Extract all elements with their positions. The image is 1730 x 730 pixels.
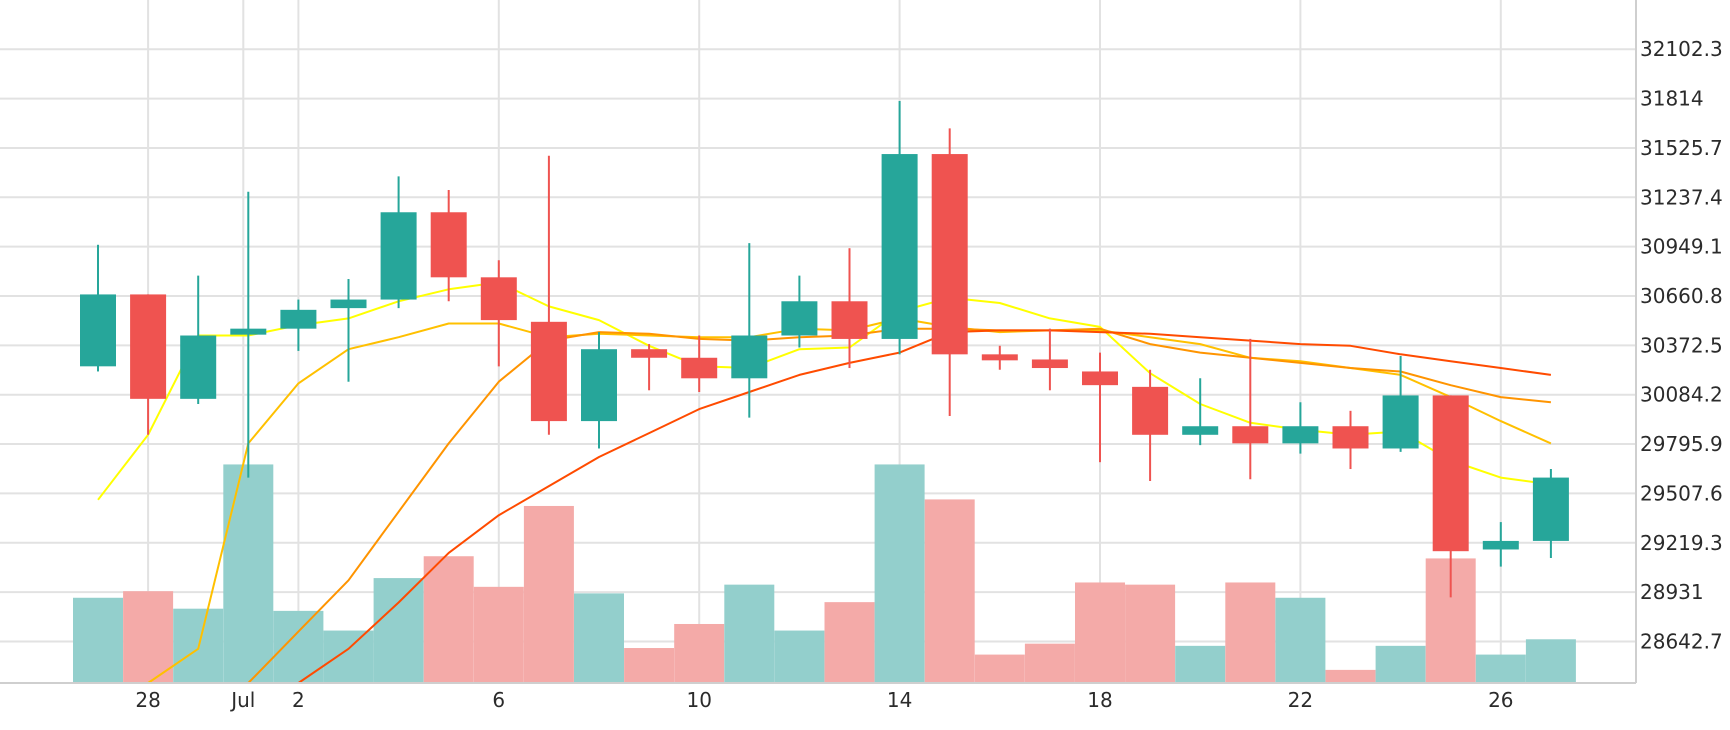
volume-bar xyxy=(574,593,624,683)
y-tick-label: 30372.5 xyxy=(1640,333,1723,357)
y-tick-label: 29795.9 xyxy=(1640,432,1723,456)
volume-bar xyxy=(73,597,123,683)
candle-body xyxy=(230,328,267,335)
volume-bar xyxy=(824,602,875,683)
candle-body xyxy=(130,294,167,399)
candle-body xyxy=(681,357,718,379)
volume-bar xyxy=(473,586,524,683)
candle-body xyxy=(931,154,968,355)
candle-body xyxy=(480,277,517,321)
y-tick-label: 30949.1 xyxy=(1640,235,1723,259)
y-tick-label: 30084.2 xyxy=(1640,383,1723,407)
candle-body xyxy=(831,301,868,339)
candle-body xyxy=(881,154,918,339)
volume-bar xyxy=(1525,639,1576,683)
candle-body xyxy=(1182,426,1219,435)
candle-body xyxy=(1532,477,1569,541)
candle-body xyxy=(1082,371,1118,386)
y-tick-label: 30660.8 xyxy=(1640,284,1723,308)
candle-body xyxy=(1031,359,1068,369)
candle-body xyxy=(430,212,467,278)
candle-body xyxy=(1432,395,1469,552)
volume-bar xyxy=(1275,597,1326,683)
volume-bar xyxy=(1075,582,1125,683)
volume-bar xyxy=(924,499,975,683)
x-tick-label: 10 xyxy=(686,688,711,712)
candle-body xyxy=(731,335,768,379)
volume-bar xyxy=(874,464,925,683)
y-tick-label: 29219.3 xyxy=(1640,531,1723,555)
candle-body xyxy=(1232,426,1269,444)
y-tick-label: 31814 xyxy=(1640,87,1704,111)
volume-bar xyxy=(1225,582,1276,683)
moving-average-line xyxy=(297,329,1552,684)
candle-body xyxy=(1132,386,1169,435)
candle-layer xyxy=(80,100,1569,598)
y-tick-label: 31525.7 xyxy=(1640,136,1723,160)
candle-body xyxy=(1482,540,1519,550)
volume-bar xyxy=(1175,645,1226,683)
candle-body xyxy=(180,335,217,399)
volume-bar xyxy=(373,578,424,683)
volume-bar xyxy=(724,584,775,683)
x-tick-label: 22 xyxy=(1288,688,1313,712)
candle-body xyxy=(530,321,567,422)
candle-body xyxy=(781,301,818,336)
candle-body xyxy=(981,354,1018,361)
candle-body xyxy=(581,349,617,422)
y-tick-label: 32102.3 xyxy=(1640,37,1723,61)
volume-bar xyxy=(674,623,725,683)
y-tick-label: 28931 xyxy=(1640,580,1704,604)
x-tick-label: Jul xyxy=(229,688,255,712)
candle-body xyxy=(1282,426,1319,444)
x-tick-label: 26 xyxy=(1488,688,1513,712)
x-tick-label: 18 xyxy=(1087,688,1112,712)
axis-layer: 32102.3 31814 31525.7 31237.4 30949.1 30660.8… xyxy=(0,0,1723,712)
volume-bar xyxy=(323,630,374,683)
volume-bar xyxy=(1375,645,1426,683)
candle-body xyxy=(1332,426,1369,449)
volume-bar xyxy=(1024,643,1075,683)
x-tick-label: 28 xyxy=(135,688,160,712)
candle-body xyxy=(280,309,317,329)
candle-body xyxy=(80,294,116,367)
volume-bar xyxy=(523,505,574,683)
y-tick-label: 31237.4 xyxy=(1640,185,1723,209)
x-tick-label: 14 xyxy=(887,688,912,712)
volume-bar xyxy=(1125,584,1176,683)
x-tick-label: 2 xyxy=(292,688,305,712)
candle-body xyxy=(330,299,367,309)
candle-body xyxy=(380,212,417,300)
x-tick-label: 6 xyxy=(492,688,505,712)
candle-body xyxy=(631,349,668,358)
y-tick-label: 28642.7 xyxy=(1640,629,1723,653)
volume-bar xyxy=(423,556,474,683)
volume-bar xyxy=(774,630,825,683)
volume-bar xyxy=(223,464,274,683)
volume-bar xyxy=(1475,654,1526,683)
volume-bar xyxy=(624,648,675,683)
y-tick-label: 29507.6 xyxy=(1640,481,1723,505)
volume-bar xyxy=(974,654,1025,683)
candle-body xyxy=(1382,395,1419,449)
volume-layer xyxy=(73,464,1576,683)
volume-bar xyxy=(1325,669,1376,683)
volume-bar xyxy=(123,591,174,683)
